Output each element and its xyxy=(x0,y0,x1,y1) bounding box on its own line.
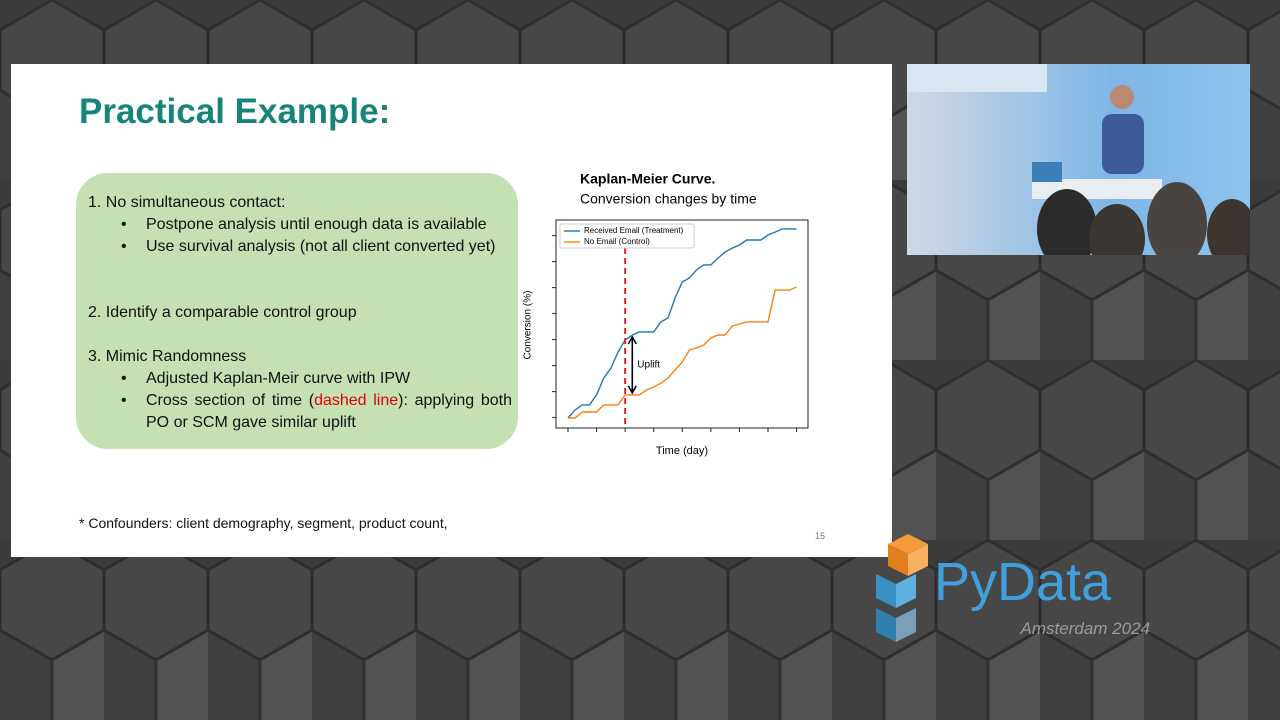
bullet-text: ): applying both PO or SCM gave similar … xyxy=(146,392,513,431)
y-axis-label: Conversion (%) xyxy=(523,291,534,360)
speaker-video xyxy=(907,64,1250,255)
bullet: Use survival analysis (not all client co… xyxy=(121,236,512,258)
plot-frame xyxy=(555,219,809,429)
item-heading: 1. No simultaneous contact: xyxy=(88,194,286,211)
content-box: 1. No simultaneous contact: Postpone ana… xyxy=(76,173,518,449)
bullet-text: Adjusted Kaplan-Meir curve with IPW xyxy=(146,370,411,387)
x-axis-label: Time (day) xyxy=(656,445,708,457)
chart-title: Kaplan-Meier Curve. xyxy=(580,171,715,187)
logo-event: Amsterdam 2024 xyxy=(1020,619,1150,638)
item: 2. Identify a comparable control group xyxy=(88,302,512,324)
legend-box xyxy=(559,223,695,249)
bullet: Adjusted Kaplan-Meir curve with IPW xyxy=(121,368,512,390)
item-heading: 2. Identify a comparable control group xyxy=(88,304,357,321)
bullet-text: Cross section of time ( xyxy=(146,392,315,409)
item: 3. Mimic Randomness Adjusted Kaplan-Meir… xyxy=(88,346,512,434)
legend-label: No Email (Control) xyxy=(584,237,650,246)
highlight-text: dashed line xyxy=(314,392,399,409)
legend-label: Received Email (Treatment) xyxy=(584,226,684,235)
chart-subtitle: Conversion changes by time xyxy=(580,191,757,207)
item: 1. No simultaneous contact: Postpone ana… xyxy=(88,192,512,258)
series-line xyxy=(567,228,797,419)
footnote: * Confounders: client demography, segmen… xyxy=(79,515,448,531)
pydata-logo: PyData Amsterdam 2024 xyxy=(876,534,1150,642)
arrow-head xyxy=(627,335,637,395)
bullet-text: Use survival analysis (not all client co… xyxy=(146,238,496,255)
bullet: Cross section of time (dashed line): app… xyxy=(121,390,513,434)
slide-title: Practical Example: xyxy=(79,92,391,131)
logo-name: PyData xyxy=(934,552,1112,612)
bullet: Postpone analysis until enough data is a… xyxy=(121,214,512,236)
item-heading: 3. Mimic Randomness xyxy=(88,348,247,365)
page-number: 15 xyxy=(815,531,826,541)
series-line xyxy=(568,286,797,419)
bullet-text: Postpone analysis until enough data is a… xyxy=(146,216,487,233)
annotation: Uplift xyxy=(637,360,660,371)
